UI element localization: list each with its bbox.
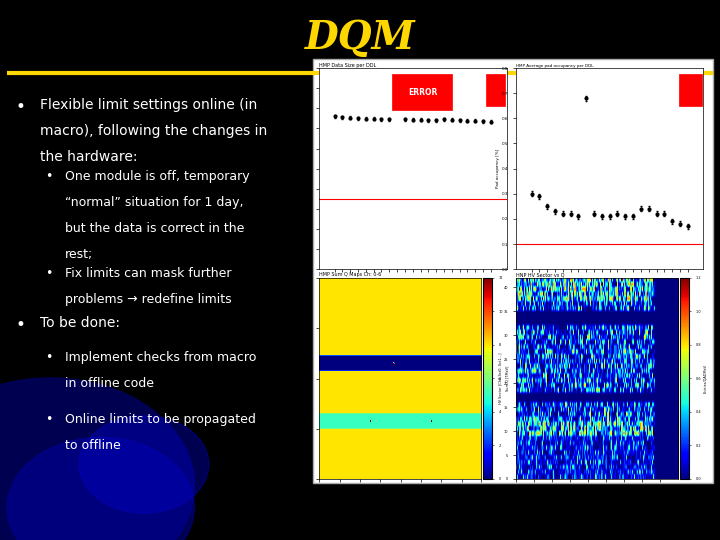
Circle shape [0, 378, 194, 540]
Text: Flexible limit settings online (in: Flexible limit settings online (in [40, 98, 257, 112]
Circle shape [7, 437, 194, 540]
FancyBboxPatch shape [392, 74, 452, 110]
Text: •: • [45, 413, 52, 426]
Text: One module is off, temporary: One module is off, temporary [65, 170, 249, 183]
Text: rest;: rest; [65, 248, 93, 261]
Text: •: • [45, 351, 52, 364]
X-axis label: Ch 0-6: pad X: Ch 0-6: pad X [386, 492, 414, 496]
Text: •: • [45, 267, 52, 280]
Text: HMP Average pad occupancy per DDL: HMP Average pad occupancy per DDL [516, 64, 593, 68]
Text: •: • [16, 316, 26, 334]
Text: problems → redefine limits: problems → redefine limits [65, 293, 231, 306]
Circle shape [79, 416, 209, 513]
Text: HMP Data Size per DDL: HMP Data Size per DDL [319, 63, 377, 68]
Text: Implement checks from macro: Implement checks from macro [65, 351, 256, 364]
Text: Online limits to be propagated: Online limits to be propagated [65, 413, 256, 426]
Text: Fix limits can mask further: Fix limits can mask further [65, 267, 231, 280]
Y-axis label: Pad occupancy [%]: Pad occupancy [%] [496, 149, 500, 188]
FancyBboxPatch shape [313, 59, 713, 483]
Y-axis label: Sum Q [TMeV]: Sum Q [TMeV] [505, 366, 509, 391]
FancyBboxPatch shape [679, 74, 701, 106]
X-axis label: Q (ADC): Q (ADC) [589, 492, 606, 496]
Text: To be done:: To be done: [40, 316, 120, 330]
Y-axis label: DS Size[Byte]: DS Size[Byte] [295, 154, 300, 183]
Text: to offline: to offline [65, 439, 120, 452]
Text: •: • [16, 98, 26, 116]
Text: ERROR: ERROR [408, 87, 438, 97]
Text: HMP Sum Q Maps Ch: 0-6: HMP Sum Q Maps Ch: 0-6 [319, 273, 381, 278]
Y-axis label: Ch0, Ch1, Ch2, Ch3, Ch4, Ch5, Ch6 pad: Ch0, Ch1, Ch2, Ch3, Ch4, Ch5, Ch6 pad [297, 343, 301, 414]
Text: macro), following the changes in: macro), following the changes in [40, 124, 267, 138]
Y-axis label: HV Sector [Ch0-Sct0, Sct1...]: HV Sector [Ch0-Sct0, Sct1...] [498, 353, 503, 404]
Text: in offline code: in offline code [65, 377, 154, 390]
Text: •: • [45, 170, 52, 183]
Text: “normal” situation for 1 day,: “normal” situation for 1 day, [65, 196, 243, 209]
Text: HNP HV Sector vs Q: HNP HV Sector vs Q [516, 273, 564, 278]
FancyBboxPatch shape [486, 74, 505, 106]
Text: the hardware:: the hardware: [40, 150, 137, 164]
Text: DQM: DQM [305, 19, 415, 57]
Text: but the data is correct in the: but the data is correct in the [65, 222, 244, 235]
Y-axis label: Entries/QADMeV: Entries/QADMeV [703, 364, 707, 393]
